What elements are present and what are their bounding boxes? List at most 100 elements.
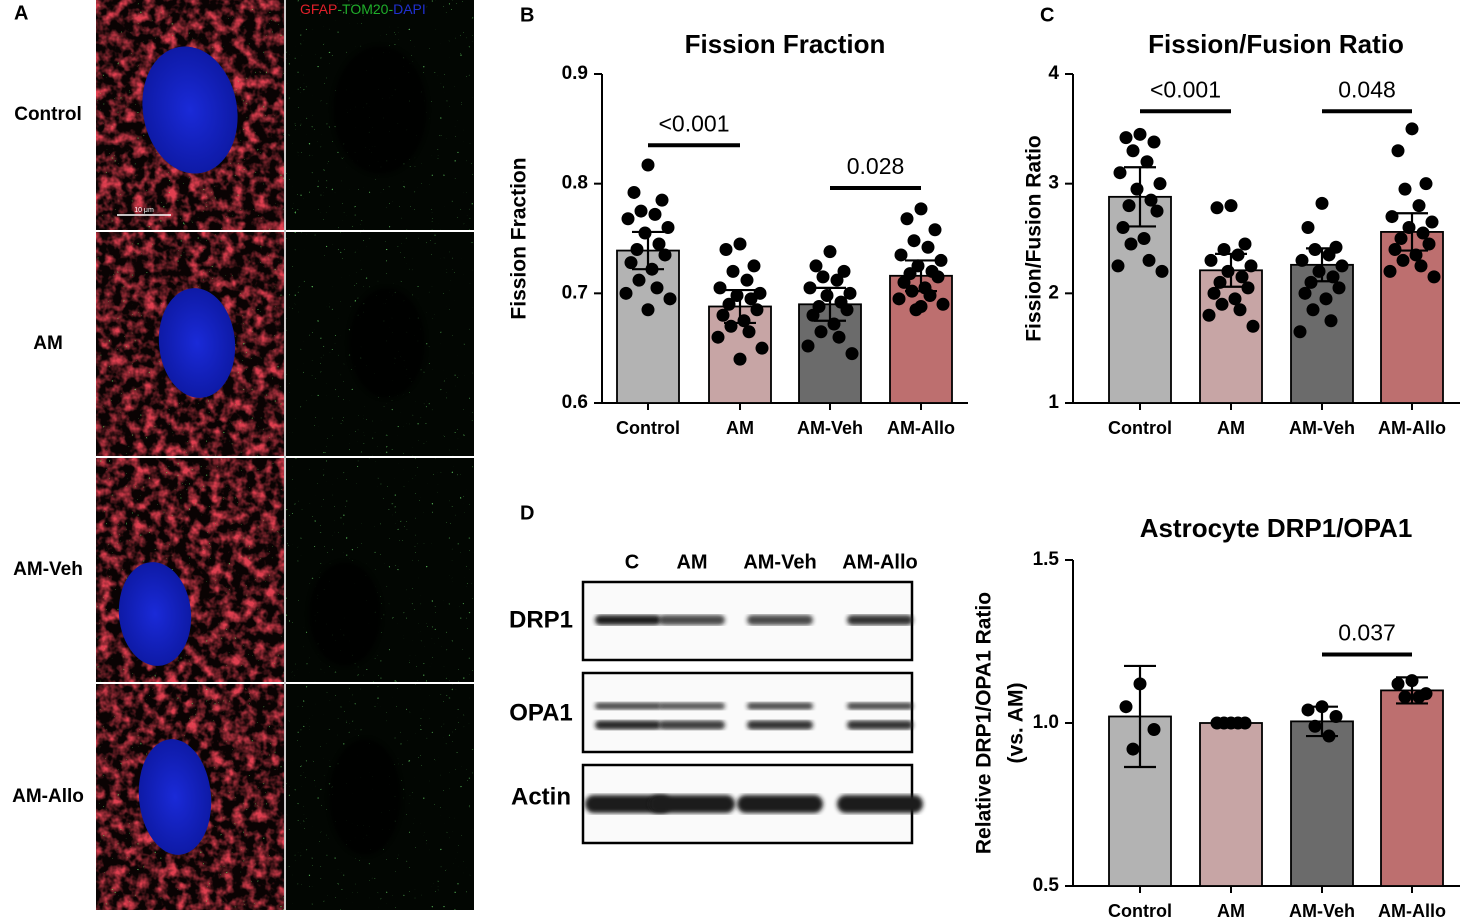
data-point: [1326, 270, 1340, 284]
tom20-texture: [286, 458, 474, 682]
error-bar: [1124, 664, 1156, 769]
data-point: [1416, 226, 1430, 240]
data-point: [742, 325, 756, 339]
data-point: [1147, 135, 1161, 149]
bar: [1380, 231, 1444, 404]
data-point: [1293, 325, 1307, 339]
blot-band: [659, 702, 725, 710]
data-point: [740, 273, 754, 287]
blot-band: [837, 795, 923, 813]
panel-letter: C: [1040, 4, 1054, 26]
data-point: [747, 259, 761, 273]
blot-band: [595, 720, 661, 730]
data-point: [806, 308, 820, 322]
data-point: [744, 292, 758, 306]
data-point: [1329, 709, 1343, 723]
blot-band: [737, 795, 823, 813]
data-point: [652, 237, 666, 251]
y-axis-label: Relative DRP1/OPA1 Ratio: [973, 592, 996, 854]
error-bar: [1124, 166, 1156, 228]
data-point: [1213, 275, 1227, 289]
blot-band: [659, 615, 725, 625]
data-point: [650, 281, 664, 295]
tom20-texture: [96, 458, 284, 682]
data-point: [1217, 242, 1231, 256]
bar-chart: Astrocyte DRP1/OPA1 Relative DRP1/OPA1 Ra…: [973, 513, 1460, 921]
data-point: [900, 212, 914, 226]
scale-bar-label: 10 μm: [134, 207, 154, 214]
x-tick-label: AM-Veh: [1289, 901, 1355, 921]
data-point: [1298, 286, 1312, 300]
western-blot: D C AM AM-Veh AM-Allo DRP1 OPA1 Actin: [509, 502, 923, 845]
data-point: [1204, 253, 1218, 267]
panel-letter: D: [520, 502, 534, 524]
x-tick-label: AM-Allo: [887, 418, 955, 438]
data-point: [1306, 303, 1320, 317]
row-label: AM-Allo: [12, 786, 84, 807]
data-point: [1210, 201, 1224, 215]
channel-label: GFAP: [300, 1, 337, 17]
data-point: [1412, 199, 1426, 213]
data-point: [1422, 237, 1436, 251]
data-point: [661, 221, 675, 235]
blot-band: [847, 720, 913, 730]
x-tick-label: AM-Veh: [1289, 418, 1355, 438]
data-point: [1221, 264, 1235, 278]
data-point: [641, 303, 655, 317]
data-point: [1235, 270, 1249, 284]
data-point: [1332, 281, 1346, 295]
data-point: [630, 242, 644, 256]
data-point: [621, 212, 635, 226]
nucleus: [138, 739, 212, 855]
error-bar: [724, 288, 756, 325]
data-point: [1137, 232, 1151, 245]
bar: [1290, 720, 1354, 887]
data-point: [1130, 182, 1144, 196]
panel-letter: B: [520, 4, 534, 26]
panel-a: A Control AM AM-Veh AM-Allo 10 μm GFAP-TOM20-D…: [12, 0, 474, 910]
data-point: [921, 240, 935, 254]
data-point: [1394, 232, 1408, 245]
error-bar: [814, 286, 846, 322]
data-point: [733, 352, 747, 366]
row-label: Control: [14, 104, 82, 125]
x-tick-label: AM: [1217, 418, 1245, 438]
x-tick-label: AM: [1217, 901, 1245, 921]
data-point: [1412, 690, 1426, 704]
data-point: [755, 341, 769, 355]
data-point: [843, 286, 857, 300]
row-label: AM-Veh: [13, 559, 83, 580]
blot-band: [847, 615, 913, 625]
data-point: [716, 308, 730, 322]
data-point: [1116, 221, 1130, 235]
data-point: [934, 253, 948, 267]
data-point: [1322, 248, 1336, 262]
data-point: [832, 330, 846, 344]
error-bar: [1396, 212, 1428, 252]
charts: B Fission Fraction Fission Fraction 0.6 0.7 0…: [508, 4, 1460, 921]
data-point: [726, 264, 740, 278]
chart-title: Fission Fraction: [685, 29, 886, 59]
y-tick-label: 3: [1048, 173, 1059, 194]
data-point: [936, 297, 950, 311]
data-point: [1391, 677, 1405, 691]
data-point: [655, 193, 669, 207]
data-point: [894, 248, 908, 262]
data-point: [914, 202, 928, 216]
data-point: [1207, 286, 1221, 300]
data-point: [1228, 292, 1242, 306]
data-point: [1385, 210, 1399, 224]
data-point: [1133, 127, 1147, 141]
data-point: [711, 330, 725, 344]
data-point: [1419, 177, 1433, 191]
data-point: [816, 270, 830, 284]
data-point: [1241, 281, 1255, 295]
p-value: 0.028: [847, 153, 905, 179]
blot-band: [747, 720, 813, 730]
x-tick-label: Control: [1108, 901, 1172, 921]
data-point: [907, 234, 921, 248]
data-point: [1301, 221, 1315, 235]
p-value: <0.001: [1150, 76, 1221, 102]
data-point: [1124, 237, 1138, 251]
